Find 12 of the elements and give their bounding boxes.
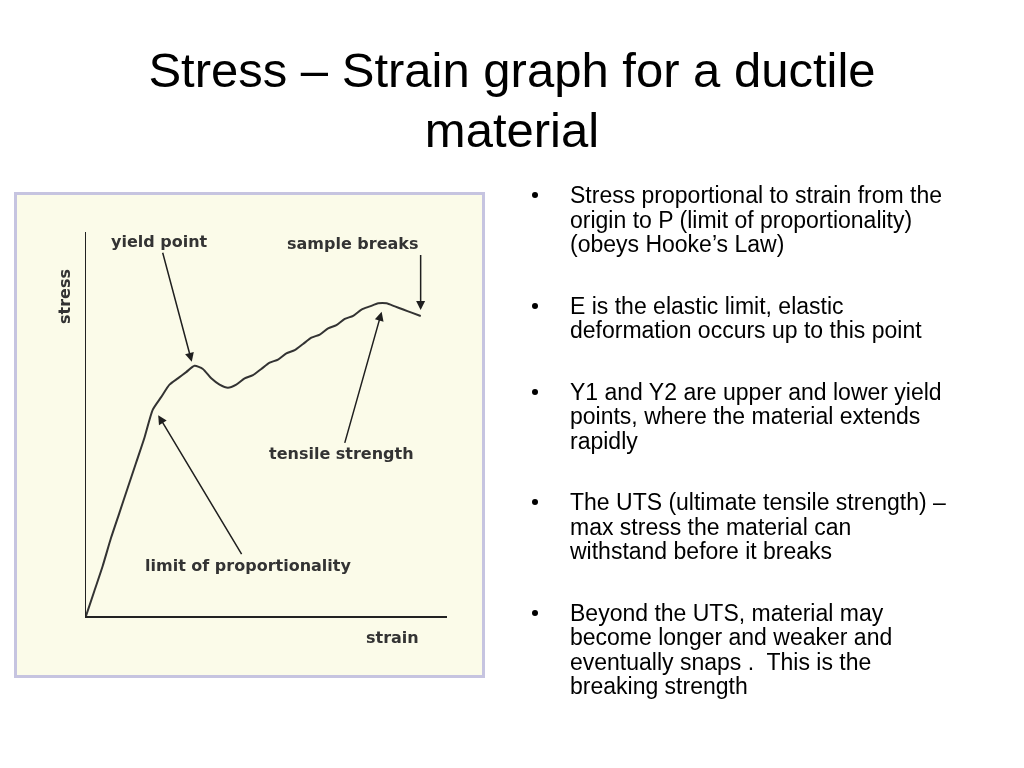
- annotation: tensile strength: [269, 444, 414, 463]
- text: Beyond the UTS, material may become longer and weaker and eventually snaps . This is the breaking strength: [570, 599, 950, 699]
- text: E is the elastic limit, elastic deformation occurs up to this point: [570, 292, 950, 343]
- text: yield point: [111, 232, 208, 251]
- text: sample breaks: [287, 234, 419, 253]
- text: The UTS (ultimate tensile strength) – max stress the material can withstand before it breaks: [570, 489, 950, 564]
- annotation: limit of proportionality: [145, 556, 352, 575]
- text: Y1 and Y2 are upper and lower yield points, where the material extends rapidly: [570, 378, 950, 454]
- y-axis-title: stress: [55, 268, 75, 324]
- chart-title: Stress – Strain graph for a ductile material: [147, 42, 877, 159]
- x-axis-title: strain: [366, 628, 419, 647]
- text: Stress proportional to strain from the origin to P (limit of proportionality) (obeys Hooke’s Law): [570, 182, 950, 257]
